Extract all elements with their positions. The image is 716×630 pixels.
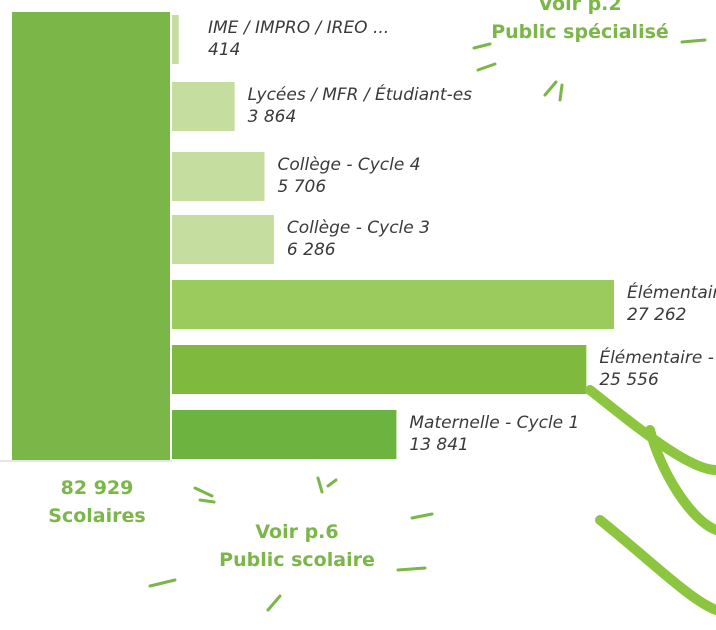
value-label: 414	[208, 40, 240, 60]
bar-label: Élémentaire - Cycle 2	[599, 346, 716, 368]
bar	[172, 15, 179, 64]
bar-label: Élémentaire - Cycle 3	[627, 281, 716, 303]
value-label: 5 706	[278, 177, 327, 197]
bar-label: Collège - Cycle 3	[287, 218, 430, 238]
total-column	[12, 12, 170, 460]
bar-label: Collège - Cycle 4	[278, 155, 421, 175]
bar	[172, 410, 396, 459]
bar-label: Maternelle - Cycle 1	[409, 413, 579, 433]
bar-label: Lycées / MFR / Étudiant-es	[248, 83, 473, 105]
bar	[172, 280, 614, 329]
bar	[172, 215, 274, 264]
link-subtitle[interactable]: Public spécialisé	[491, 21, 669, 43]
link-subtitle[interactable]: Public scolaire	[219, 549, 375, 571]
bar-label: IME / IMPRO / IREO ...	[208, 18, 389, 38]
value-label: 6 286	[287, 240, 336, 260]
bar	[172, 345, 586, 394]
link-title[interactable]: Voir p.6	[255, 521, 338, 543]
total-value: 82 929	[61, 477, 134, 499]
link-title[interactable]: Voir p.2	[538, 0, 621, 15]
value-label: 27 262	[627, 305, 686, 325]
infographic: 13 841Maternelle - Cycle 125 556Élémenta…	[0, 0, 716, 630]
value-label: 25 556	[599, 370, 659, 390]
value-label: 13 841	[409, 435, 468, 455]
value-label: 3 864	[248, 107, 297, 127]
bar	[172, 152, 265, 201]
bar	[172, 82, 235, 131]
total-name: Scolaires	[48, 505, 145, 527]
branch-decoration	[590, 390, 716, 610]
